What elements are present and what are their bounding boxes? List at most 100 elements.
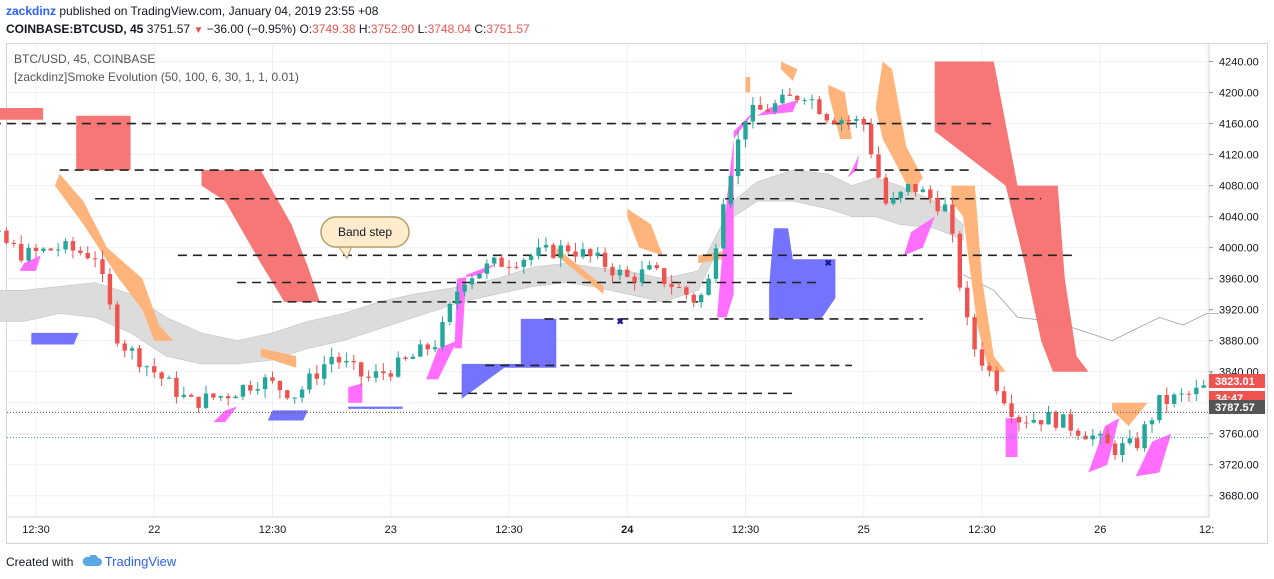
candle-body (492, 257, 497, 264)
y-tick-label: 4120.00 (1219, 150, 1259, 162)
candle-body (817, 99, 822, 115)
candle-body (935, 198, 940, 212)
x-tick-label: 12: (1199, 524, 1214, 536)
candle-body (285, 390, 290, 399)
band-magenta (19, 255, 41, 271)
candle-body (336, 356, 342, 363)
candle-body (625, 269, 630, 277)
candle-body (647, 265, 652, 270)
band-orange (828, 84, 852, 139)
candle-body (484, 263, 490, 274)
candle-body (536, 247, 541, 256)
candle-body (965, 287, 970, 318)
candle-body (1046, 411, 1051, 425)
author-link[interactable]: zackdinz (6, 4, 57, 18)
y-tick-label: 3880.00 (1219, 336, 1259, 348)
candle-body (942, 204, 948, 212)
candle-body (573, 251, 578, 257)
candle-body (1061, 414, 1066, 428)
candle-body (152, 366, 157, 373)
horizontal-levels (0, 122, 1077, 395)
candle-body (1171, 394, 1177, 404)
candle-body (987, 365, 992, 371)
candle-body (514, 266, 519, 268)
footer: Created with TradingView (6, 554, 176, 570)
candle-body (595, 252, 600, 256)
candle-body (795, 95, 800, 101)
candle-body (314, 373, 320, 379)
y-tick-label: 4080.00 (1219, 181, 1259, 193)
y-tick-label: 4160.00 (1219, 119, 1259, 131)
legend-indicator[interactable]: [zackdinz]Smoke Evolution (50, 100, 6, 3… (14, 70, 299, 84)
candle-body (351, 360, 356, 363)
candle-body (1127, 438, 1133, 444)
candle-body (1149, 420, 1155, 425)
band-magenta (213, 406, 237, 423)
candle-body (292, 397, 297, 399)
candle-body (558, 245, 563, 258)
candle-body (602, 252, 608, 267)
x-tick-label: 12:30 (259, 524, 287, 536)
price-tag (1209, 400, 1265, 414)
band-magenta (426, 340, 457, 380)
candle-body (950, 204, 955, 234)
candle-body (462, 284, 467, 292)
candle-body (839, 120, 844, 124)
y-tick-label: 4240.00 (1219, 57, 1259, 69)
candle-body (1090, 435, 1096, 440)
tradingview-link[interactable]: TradingView (104, 554, 177, 569)
candle-body (499, 257, 504, 267)
candle-body (876, 154, 881, 178)
band-blue (31, 332, 79, 345)
candle-body (662, 268, 667, 284)
x-tick-label: 12:30 (22, 524, 50, 536)
price-change: −36.00 (−0.95%) (206, 22, 297, 36)
candle-body (1135, 438, 1140, 449)
candle-body (233, 396, 238, 399)
x-tick-label: 12:30 (495, 524, 523, 536)
candle-body (189, 394, 194, 397)
price-tag-label: 3823.01 (1215, 376, 1255, 388)
band-orange (260, 348, 297, 368)
candle-body (211, 393, 216, 398)
x-tick-label: 25 (858, 524, 870, 536)
candle-body (0, 230, 2, 232)
band-red (76, 115, 131, 171)
y-tick-label: 4200.00 (1219, 88, 1259, 100)
candle-body (174, 377, 179, 397)
band-magenta (1005, 418, 1018, 457)
band-magenta (348, 383, 363, 403)
down-arrow-icon: ▼ (193, 25, 204, 36)
price-tag-label: 3787.57 (1215, 402, 1255, 414)
candle-body (565, 245, 571, 252)
candle-body (388, 373, 393, 377)
candle-body (750, 104, 756, 122)
candle-body (41, 248, 46, 252)
high-value: 3752.90 (370, 22, 415, 36)
band-red (0, 108, 44, 120)
candle-body (137, 348, 142, 368)
candle-body (883, 177, 889, 204)
candle-body (166, 377, 172, 379)
band-magenta (454, 263, 498, 349)
candle-body (1201, 385, 1206, 388)
band-red (201, 170, 320, 302)
candle-body (528, 255, 534, 260)
band-orange (781, 61, 798, 81)
close-label: C: (474, 22, 487, 36)
candle-body (957, 233, 963, 288)
candle-body (19, 243, 24, 261)
candle-body (721, 204, 726, 249)
bands (0, 61, 1172, 477)
candle-body (743, 121, 748, 140)
candle-body (1024, 422, 1029, 424)
candle-body (1186, 393, 1192, 395)
candle-body (802, 100, 807, 102)
candle-body (684, 287, 689, 295)
candle-body (691, 294, 696, 303)
band-step-label: Band step (338, 225, 392, 239)
candle-body (63, 241, 68, 250)
candle-body (898, 191, 903, 199)
candle-body (122, 343, 127, 351)
